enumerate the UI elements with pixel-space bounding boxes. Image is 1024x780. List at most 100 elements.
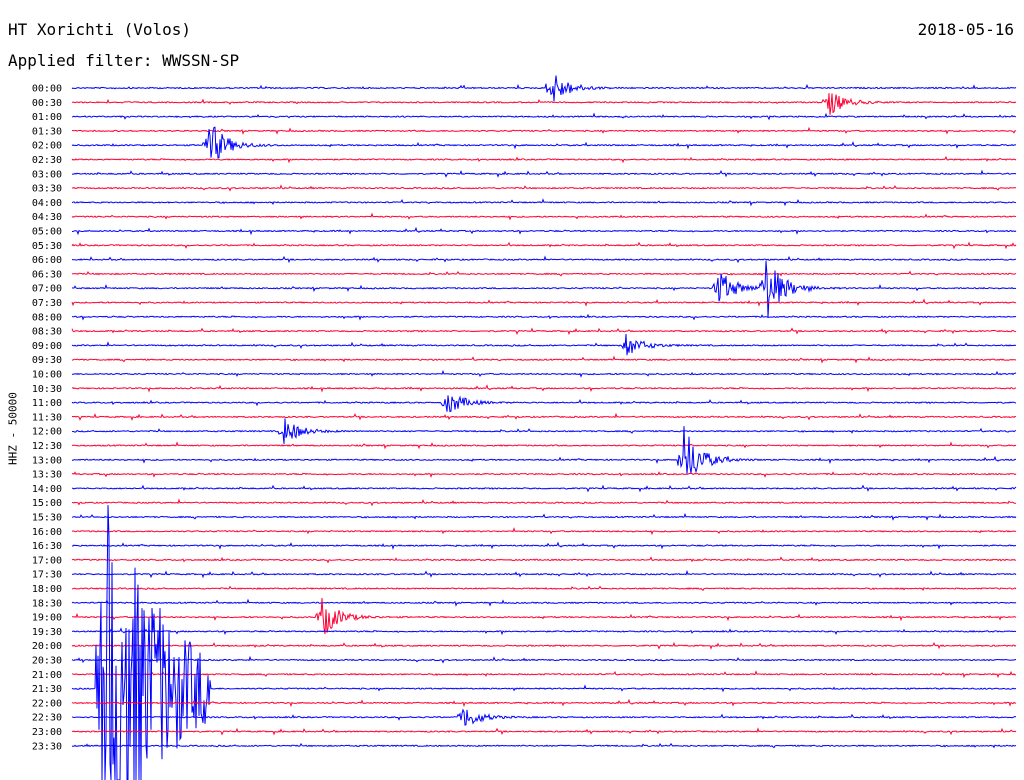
tick-label: 13:30 <box>32 470 62 481</box>
trace-line-1200 <box>71 418 1017 444</box>
tick-label: 00:00 <box>32 84 62 95</box>
trace-line-2230 <box>71 708 1017 726</box>
tick-label: 08:30 <box>32 327 62 338</box>
tick-label: 10:30 <box>32 384 62 395</box>
trace-line-1900 <box>72 597 1017 635</box>
trace-line-0000 <box>71 75 1017 102</box>
tick-label: 01:30 <box>32 126 62 137</box>
trace-line-0100 <box>71 112 1017 121</box>
trace-line-2130 <box>71 505 1017 780</box>
tick-label: 08:00 <box>32 312 62 323</box>
station-title: HT Xorichti (Volos) <box>8 20 192 39</box>
trace-line-1100 <box>71 395 1017 413</box>
tick-label: 15:00 <box>32 498 62 509</box>
tick-label: 16:30 <box>32 541 62 552</box>
trace-line-1030 <box>71 384 1017 393</box>
trace-line-2200 <box>71 698 1016 708</box>
trace-line-0500 <box>72 226 1017 236</box>
tick-label: 17:00 <box>32 555 62 566</box>
trace-line-0830 <box>71 327 1017 336</box>
filter-label: Applied filter: WWSSN-SP <box>8 51 240 70</box>
tick-label: 22:00 <box>32 698 62 709</box>
date-label: 2018-05-16 <box>917 20 1014 39</box>
tick-label: 05:30 <box>32 241 62 252</box>
tick-label: 21:30 <box>32 684 62 695</box>
trace-line-0630 <box>71 270 1017 277</box>
trace-line-2300 <box>71 727 1017 736</box>
trace-line-0730 <box>71 298 1017 307</box>
tick-label: 16:00 <box>32 527 62 538</box>
trace-line-0930 <box>71 355 1017 364</box>
tick-label: 06:00 <box>32 255 62 266</box>
trace-line-1700 <box>71 556 1017 564</box>
trace-line-2100 <box>71 670 1017 679</box>
tick-label: 12:00 <box>32 427 62 438</box>
trace-line-1800 <box>71 585 1017 592</box>
trace-line-0900 <box>71 333 1017 356</box>
tick-label: 10:00 <box>32 370 62 381</box>
tick-label: 14:00 <box>32 484 62 495</box>
tick-label: 15:30 <box>32 513 62 524</box>
tick-label: 05:00 <box>32 227 62 238</box>
tick-label: 19:30 <box>32 627 62 638</box>
trace-line-0700 <box>71 260 1017 318</box>
trace-line-0530 <box>71 241 1017 250</box>
tick-label: 23:00 <box>32 727 62 738</box>
tick-label: 19:00 <box>32 613 62 624</box>
trace-line-1400 <box>72 484 1017 493</box>
trace-line-1630 <box>71 541 1017 550</box>
trace-line-2000 <box>71 641 1017 650</box>
trace-line-0130 <box>72 126 1017 135</box>
tick-label: 17:30 <box>32 570 62 581</box>
trace-line-0200 <box>71 126 1017 159</box>
tick-label: 06:30 <box>32 269 62 280</box>
tick-label: 22:30 <box>32 713 62 724</box>
trace-line-2330 <box>71 742 1017 749</box>
tick-label: 04:00 <box>32 198 62 209</box>
trace-line-0800 <box>71 313 1017 321</box>
tick-label: 02:30 <box>32 155 62 166</box>
tick-label: 11:00 <box>32 398 62 409</box>
trace-line-0300 <box>71 169 1017 178</box>
tick-label: 01:00 <box>32 112 62 123</box>
tick-label: 21:00 <box>32 670 62 681</box>
tick-label: 13:00 <box>32 455 62 466</box>
trace-line-1500 <box>71 498 1017 507</box>
trace-line-1000 <box>71 369 1017 378</box>
tick-label: 18:30 <box>32 598 62 609</box>
trace-line-1730 <box>71 569 1017 579</box>
trace-line-0030 <box>71 93 1017 115</box>
tick-label: 09:00 <box>32 341 62 352</box>
trace-line-1600 <box>71 527 1017 536</box>
tick-label: 07:00 <box>32 284 62 295</box>
tick-label: 03:00 <box>32 169 62 180</box>
tick-label: 04:30 <box>32 212 62 223</box>
tick-label: 12:30 <box>32 441 62 452</box>
trace-line-1300 <box>71 426 1017 474</box>
tick-label: 03:30 <box>32 184 62 195</box>
trace-line-0430 <box>71 212 1017 221</box>
tick-label: 20:30 <box>32 656 62 667</box>
tick-label: 07:30 <box>32 298 62 309</box>
trace-line-1130 <box>71 412 1017 421</box>
tick-label: 20:00 <box>32 641 62 652</box>
trace-line-1930 <box>71 627 1017 636</box>
tick-label: 23:30 <box>32 741 62 752</box>
tick-label: 11:30 <box>32 412 62 423</box>
tick-label: 02:00 <box>32 141 62 152</box>
trace-line-1330 <box>71 471 1017 478</box>
tick-label: 09:30 <box>32 355 62 366</box>
tick-label: 18:00 <box>32 584 62 595</box>
trace-line-0330 <box>71 184 1017 192</box>
trace-line-2030 <box>71 655 1017 664</box>
trace-line-0600 <box>71 255 1017 264</box>
trace-line-0230 <box>71 155 1017 164</box>
trace-line-0400 <box>71 198 1017 207</box>
tick-label: 00:30 <box>32 98 62 109</box>
trace-group <box>71 75 1017 780</box>
trace-line-1530 <box>71 512 1017 521</box>
tick-label-group: 00:00 00:30 01:00 01:30 02:00 02:30 03:00 03:30… <box>32 84 62 753</box>
trace-line-1230 <box>71 441 1017 450</box>
trace-line-1830 <box>71 598 1017 607</box>
